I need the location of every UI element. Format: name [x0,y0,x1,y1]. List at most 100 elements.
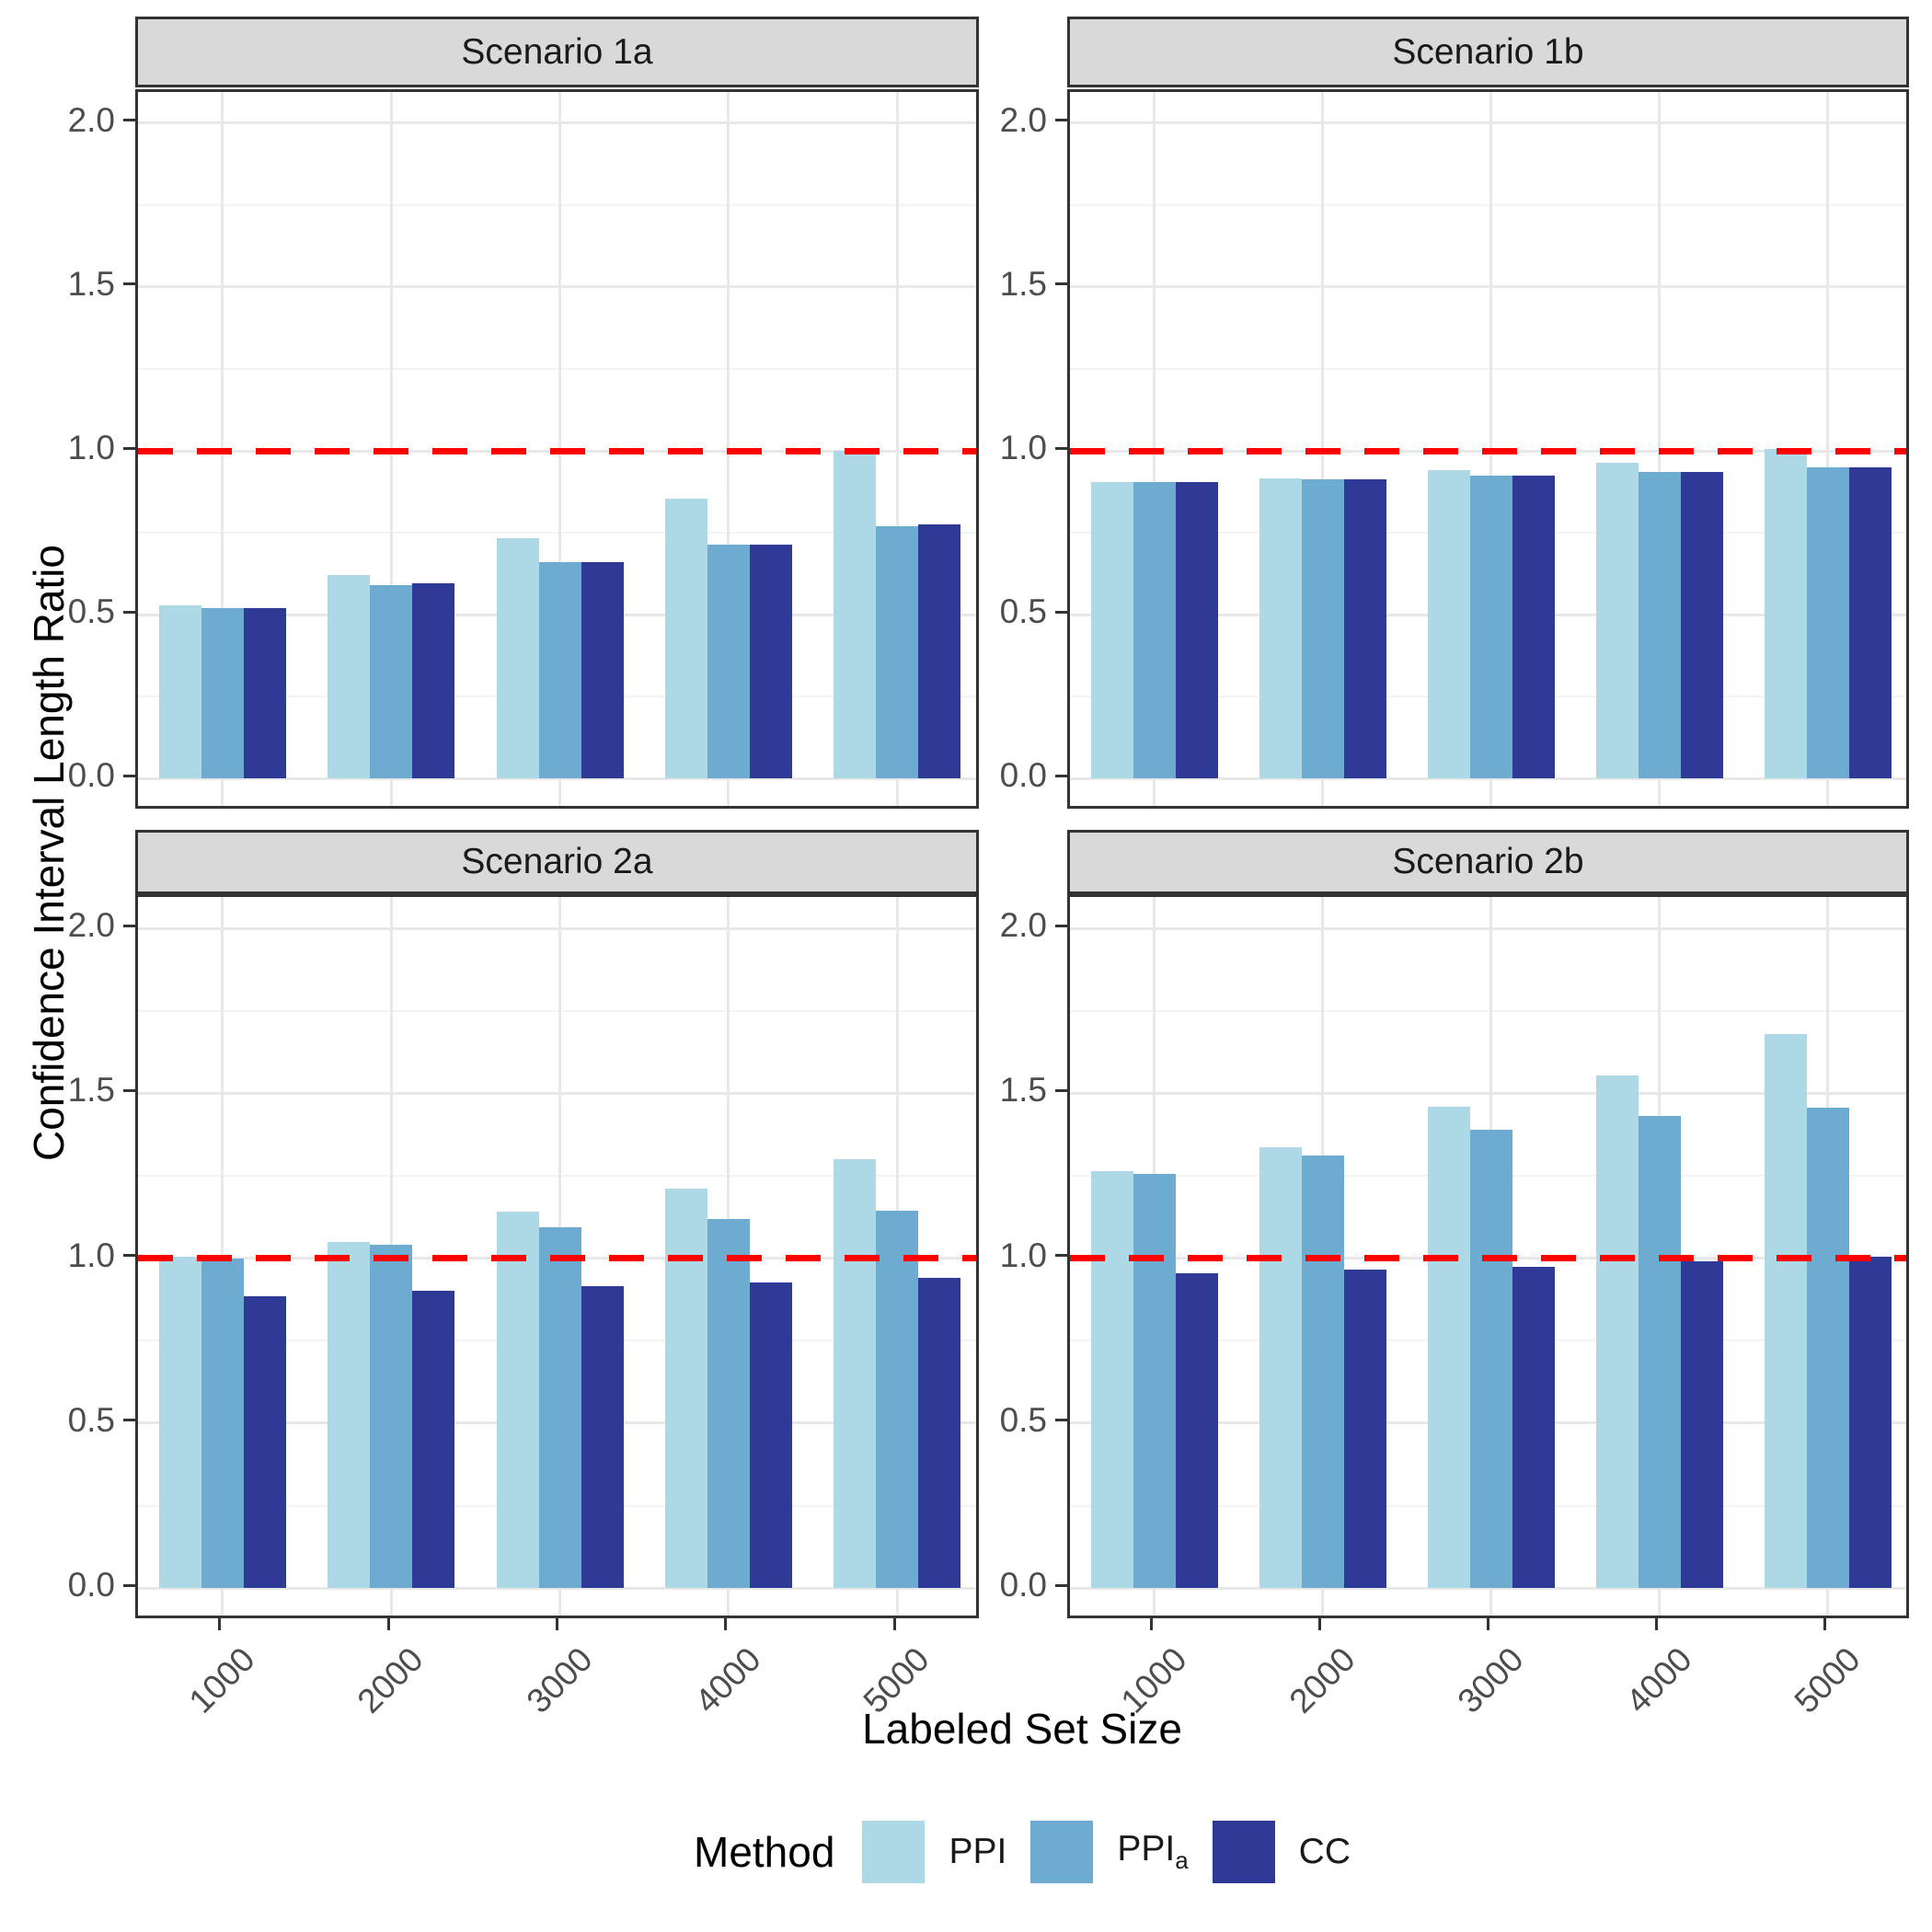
bar-PPI-4000 [1595,1075,1639,1589]
bar-PPI-4000 [664,1189,707,1589]
gridline-major [138,1586,976,1590]
bar-CC-1000 [1175,1272,1218,1589]
reference-line [138,1255,976,1262]
x-tick-mark [1318,1618,1321,1630]
legend: Method PPI PPIa CC [135,1811,1909,1893]
gridline-minor [138,203,976,206]
reference-line [138,447,976,454]
bar-CC-3000 [1512,1266,1555,1589]
x-tick-mark [1150,1618,1153,1630]
bar-PPI-1000 [1090,481,1133,779]
bar-CC-5000 [1848,1256,1892,1589]
y-tick-label: 1.0 [999,1236,1047,1274]
y-tick-label: 2.0 [67,906,115,945]
legend-item-CC: CC [1212,1821,1351,1883]
facet-strip-label: Scenario 1b [1392,31,1584,72]
bar-PPI-2000 [328,1241,371,1589]
y-tick-label: 0.5 [999,1400,1047,1439]
y-tick-mark [1055,1583,1067,1587]
bar-PPI_a-4000 [707,544,750,779]
bar-PPI_a-1000 [1133,481,1176,779]
y-tick-label: 1.5 [999,264,1047,303]
y-tick-label: 1.0 [67,429,115,467]
bar-PPI_a-2000 [1301,479,1344,779]
legend-label-CC: CC [1298,1832,1351,1871]
y-tick-mark [1055,1088,1067,1092]
y-tick-label: 0.5 [67,1400,115,1439]
bar-PPI-1000 [158,1256,201,1589]
bar-CC-4000 [749,544,792,779]
y-tick-mark [123,446,135,450]
y-tick-label: 0.0 [999,756,1047,795]
y-tick-mark [123,924,135,927]
x-axis-title: Labeled Set Size [862,1705,1182,1753]
y-tick-label: 0.0 [999,1566,1047,1604]
gridline-major [138,121,976,125]
bar-PPI-1000 [1090,1170,1133,1589]
bar-PPI-3000 [496,1212,539,1589]
gridline-major [138,285,976,289]
bar-CC-2000 [1343,479,1386,779]
panel-scenario-1b [1067,89,1909,809]
y-tick-mark [123,774,135,777]
y-tick-label: 0.5 [67,592,115,631]
panel-scenario-2a [135,894,979,1618]
gridline-minor [138,532,976,535]
bar-CC-1000 [243,608,286,779]
legend-items: PPI PPIa CC [862,1821,1351,1883]
gridline-major [1070,121,1906,125]
y-tick-mark [123,610,135,614]
y-tick-mark [123,282,135,286]
bar-PPI-5000 [1764,449,1807,779]
y-tick-label: 0.5 [999,592,1047,631]
x-tick-label: 4000 [1618,1639,1699,1720]
legend-swatch-PPI [862,1821,926,1883]
bar-PPI-5000 [1764,1033,1807,1589]
y-tick-label: 2.0 [999,100,1047,139]
bar-CC-4000 [1680,472,1723,779]
bar-CC-5000 [1848,467,1892,779]
gridline-major [1070,1586,1906,1590]
gridline-minor [138,1174,976,1177]
bar-PPI_a-5000 [876,526,919,779]
y-tick-mark [123,1583,135,1587]
bar-CC-1000 [243,1295,286,1589]
x-tick-mark [1823,1618,1826,1630]
x-tick-label: 2000 [350,1639,431,1720]
y-tick-mark [123,1088,135,1092]
bar-PPI-2000 [1259,477,1302,779]
legend-title: Method [694,1828,835,1876]
panel-scenario-1a [135,89,979,809]
y-tick-label: 0.0 [67,1566,115,1604]
reference-line [1070,1255,1906,1262]
legend-label-PPI: PPI [949,1832,1007,1871]
bar-PPI_a-3000 [1469,476,1512,779]
bar-PPI_a-5000 [1806,466,1849,779]
y-tick-mark [1055,282,1067,286]
facet-strip-label: Scenario 2a [461,842,653,881]
gridline-minor [138,1009,976,1012]
bar-PPI-2000 [328,575,371,779]
y-tick-mark [123,119,135,122]
facet-strip-scenario-1a: Scenario 1a [135,17,979,87]
y-tick-label: 0.0 [67,756,115,795]
y-tick-label: 1.5 [67,264,115,303]
bar-PPI_a-3000 [1469,1129,1512,1589]
gridline-minor [138,368,976,371]
bar-PPI-4000 [664,498,707,779]
legend-item-PPI: PPI [862,1821,1006,1883]
bar-PPI_a-2000 [370,585,413,779]
y-tick-mark [1055,1419,1067,1422]
bar-PPI_a-3000 [538,562,581,779]
y-tick-mark [1055,774,1067,777]
y-tick-mark [1055,1254,1067,1258]
bar-PPI_a-5000 [876,1210,919,1589]
bar-CC-4000 [1680,1261,1723,1589]
bar-PPI_a-1000 [1133,1174,1176,1589]
bar-PPI_a-4000 [1638,472,1681,779]
bar-CC-5000 [918,1278,961,1589]
y-tick-mark [1055,446,1067,450]
bar-PPI-5000 [834,451,877,779]
bar-PPI_a-4000 [707,1218,750,1589]
